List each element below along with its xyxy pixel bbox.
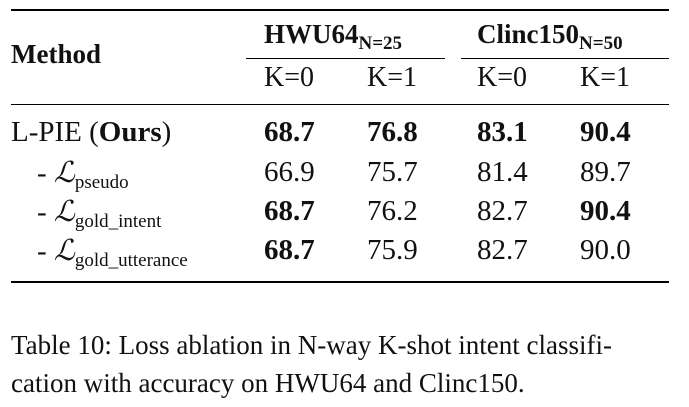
cell-r3-c3: 90.0 [580,234,631,266]
cell-r3-c0: 68.7 [264,234,315,266]
header-rule [11,104,669,105]
group-subscript: N=25 [358,33,403,55]
bottom-rule [11,281,669,283]
hwu64-group-header: HWU64N=25 [264,19,402,54]
top-rule [11,9,669,11]
cell-r3-c2: 82.7 [477,234,528,266]
loss-subscript: gold_intent [74,211,162,233]
cell-r0-c3: 90.4 [580,116,631,148]
row-label-dash: - [37,235,54,267]
cell-r1-c3: 89.7 [580,156,631,188]
method-header: Method [11,39,101,69]
caption-line-2: cation with accuracy on HWU64 and Clinc1… [11,368,525,398]
group-subscript: N=50 [579,33,623,55]
group-name: Clinc150 [477,19,580,49]
cell-r2-c3: 90.4 [580,195,631,227]
row-label-text: L-PIE ( [11,116,99,148]
row-label-suffix: ) [161,116,172,148]
k-header-clinc-k1: K=1 [580,62,631,93]
cell-r0-c0: 68.7 [264,116,315,148]
cell-r1-c2: 81.4 [477,156,528,188]
cell-r3-c1: 75.9 [367,234,418,266]
cell-r1-c1: 75.7 [367,156,418,188]
row-label-pseudo: - ℒpseudo [37,155,129,193]
hwu64-group-rule [246,58,445,59]
row-label-gold-utterance: - ℒgold_utterance [37,233,188,271]
caption-line-1: Table 10: Loss ablation in N-way K-shot … [11,330,612,360]
k-header-hwu-k0: K=0 [264,62,315,93]
row-label-dash: - [37,196,54,228]
loss-subscript: gold_utterance [74,250,188,272]
k-header-hwu-k1: K=1 [367,62,418,93]
cell-r1-c0: 66.9 [264,156,315,188]
loss-subscript: pseudo [74,172,129,194]
row-label-dash: - [37,157,54,189]
cell-r2-c2: 82.7 [477,195,528,227]
group-name: HWU64 [264,19,359,49]
row-label-lpie: L-PIE (Ours) [11,118,171,147]
clinc150-group-header: Clinc150N=50 [477,19,623,54]
cell-r0-c1: 76.8 [367,116,418,148]
row-label-bold: Ours [98,116,162,148]
k-header-clinc-k0: K=0 [477,62,528,93]
clinc150-group-rule [461,58,669,59]
table-caption: Table 10: Loss ablation in N-way K-shot … [11,326,683,402]
loss-symbol: ℒ [53,194,75,228]
cell-r2-c1: 76.2 [367,195,418,227]
loss-symbol: ℒ [53,155,75,189]
cell-r0-c2: 83.1 [477,116,528,148]
row-label-gold-intent: - ℒgold_intent [37,194,161,232]
loss-symbol: ℒ [53,233,75,267]
cell-r2-c0: 68.7 [264,195,315,227]
